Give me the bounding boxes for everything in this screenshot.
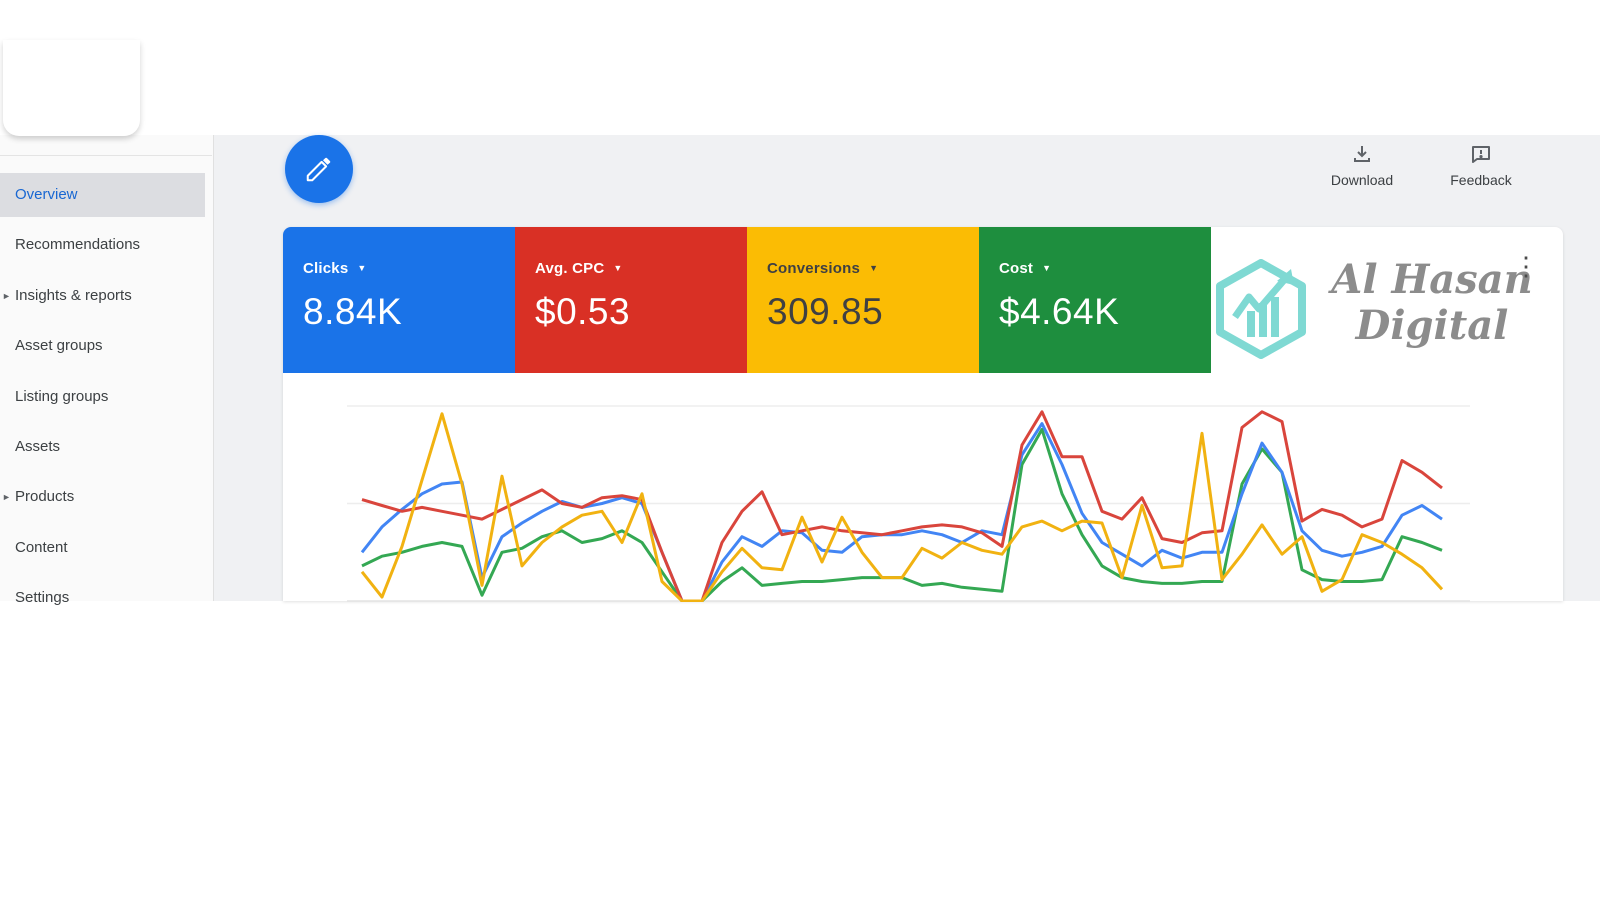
- metric-value: $4.64K: [999, 291, 1120, 332]
- sidebar-item-assets[interactable]: Assets: [0, 425, 205, 469]
- sidebar: Overview Recommendations ► Insights & re…: [0, 135, 214, 606]
- dropdown-arrow-icon[interactable]: ▼: [869, 263, 879, 273]
- chevron-right-icon: ►: [2, 492, 11, 502]
- kebab-menu-icon[interactable]: ⋮: [1513, 251, 1539, 281]
- sidebar-item-overview[interactable]: Overview: [0, 173, 205, 217]
- metric-label: Avg. CPC ▼: [535, 260, 623, 277]
- download-label: Download: [1330, 172, 1394, 188]
- download-button[interactable]: Download: [1307, 142, 1417, 202]
- metric-card-conversions[interactable]: Conversions ▼ 309.85: [747, 227, 979, 373]
- sidebar-top-tab: [3, 40, 140, 136]
- sidebar-top-divider: [0, 155, 212, 156]
- metric-label: Cost ▼: [999, 260, 1052, 277]
- chart-line-conversions: [360, 412, 1444, 602]
- sidebar-item-insights-reports[interactable]: ► Insights & reports: [0, 274, 205, 318]
- metric-value: 8.84K: [303, 291, 403, 332]
- chevron-right-icon: ►: [2, 291, 11, 301]
- overview-card: Clicks ▼ 8.84K Avg. CPC ▼ $0.53 Conversion…: [283, 227, 1563, 602]
- sidebar-item-label: Products: [15, 488, 75, 505]
- sidebar-item-label: Insights & reports: [15, 287, 132, 304]
- metric-cards: Clicks ▼ 8.84K Avg. CPC ▼ $0.53 Conversion…: [283, 227, 1211, 373]
- brand-watermark: Al Hasan Digital: [1211, 255, 1563, 373]
- dropdown-arrow-icon[interactable]: ▼: [357, 263, 367, 273]
- sidebar-item-recommendations[interactable]: Recommendations: [0, 223, 205, 267]
- sidebar-item-label: Overview: [15, 186, 78, 203]
- download-icon: [1354, 146, 1370, 162]
- sidebar-item-label: Content: [15, 539, 68, 556]
- metric-card-cost[interactable]: Cost ▼ $4.64K: [979, 227, 1211, 373]
- metric-card-clicks[interactable]: Clicks ▼ 8.84K: [283, 227, 515, 373]
- brand-name-line2: Digital: [1355, 302, 1509, 349]
- sidebar-item-content[interactable]: Content: [0, 526, 205, 570]
- brand-name: Al Hasan Digital: [1307, 257, 1557, 349]
- sidebar-item-label: Listing groups: [15, 388, 109, 405]
- dropdown-arrow-icon[interactable]: ▼: [1042, 263, 1052, 273]
- sidebar-item-label: Asset groups: [15, 337, 103, 354]
- sidebar-item-asset-groups[interactable]: Asset groups: [0, 324, 205, 368]
- brand-name-line1: Al Hasan: [1331, 256, 1533, 303]
- dropdown-arrow-icon[interactable]: ▼: [613, 263, 623, 273]
- sidebar-item-label: Assets: [15, 438, 61, 455]
- feedback-icon: [1472, 146, 1490, 163]
- metric-value: 309.85: [767, 291, 884, 332]
- sidebar-item-settings[interactable]: Settings: [0, 576, 205, 620]
- metric-value: $0.53: [535, 291, 631, 332]
- chart-line-clicks: [360, 422, 1443, 602]
- metric-label: Clicks ▼: [303, 260, 367, 277]
- pencil-icon: [306, 157, 331, 182]
- metric-label: Conversions ▼: [767, 260, 879, 277]
- chart-hexagon-logo-icon: [1216, 259, 1306, 359]
- performance-chart: [347, 405, 1470, 602]
- sidebar-item-listing-groups[interactable]: Listing groups: [0, 375, 205, 419]
- metric-card-avg-cpc[interactable]: Avg. CPC ▼ $0.53: [515, 227, 747, 373]
- feedback-button[interactable]: Feedback: [1426, 142, 1536, 202]
- chart-line-avg-cpc: [361, 410, 1443, 602]
- feedback-label: Feedback: [1450, 172, 1512, 188]
- edit-fab-button[interactable]: [285, 135, 353, 203]
- sidebar-item-products[interactable]: ► Products: [0, 475, 205, 519]
- sidebar-item-label: Recommendations: [15, 236, 141, 253]
- sidebar-item-label: Settings: [15, 589, 70, 606]
